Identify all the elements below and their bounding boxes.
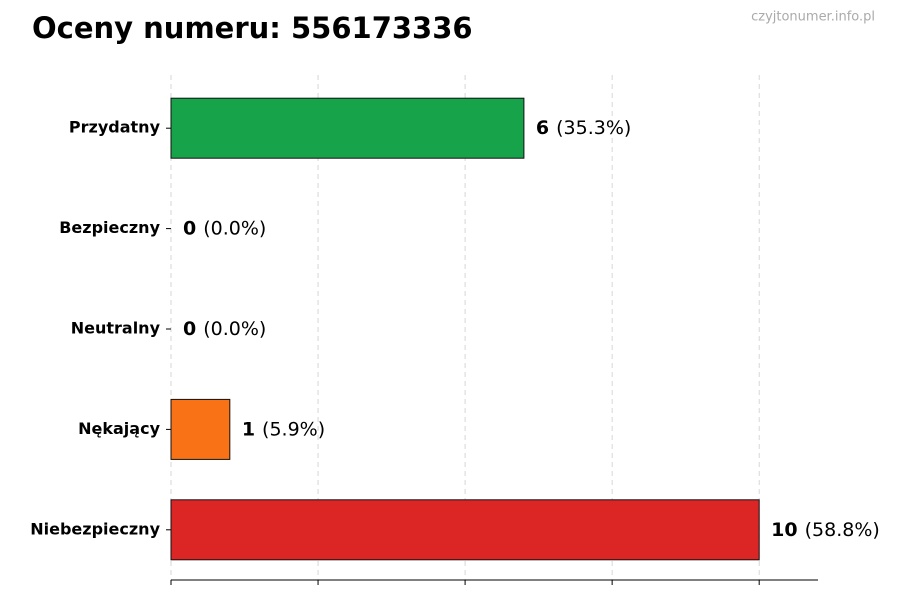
value: 1 (242, 418, 255, 440)
value-label: 6 (35.3%) (536, 117, 631, 139)
value: 0 (183, 318, 196, 340)
bar (170, 97, 525, 159)
bar (170, 499, 760, 561)
percentage: (0.0%) (203, 217, 266, 239)
y-tick-label: Neutralny (71, 319, 161, 338)
value-label: 0 (0.0%) (183, 217, 266, 239)
value: 0 (183, 217, 196, 239)
value-label: 10 (58.8%) (771, 518, 880, 540)
percentage: (58.8%) (805, 518, 880, 540)
value: 10 (771, 518, 797, 540)
value: 6 (536, 117, 549, 139)
y-tick-label: Nękający (78, 419, 160, 438)
value-label: 0 (0.0%) (183, 318, 266, 340)
chart-title: Oceny numeru: 556173336 (32, 11, 473, 45)
value-label: 1 (5.9%) (242, 418, 325, 440)
y-tick-label: Niebezpieczny (30, 519, 160, 538)
y-tick-label: Bezpieczny (59, 218, 160, 237)
percentage: (0.0%) (203, 318, 266, 340)
percentage: (35.3%) (556, 117, 631, 139)
watermark: czyjtonumer.info.pl (751, 10, 875, 25)
percentage: (5.9%) (262, 418, 325, 440)
bar (170, 398, 231, 460)
y-tick-label: Przydatny (69, 118, 161, 137)
